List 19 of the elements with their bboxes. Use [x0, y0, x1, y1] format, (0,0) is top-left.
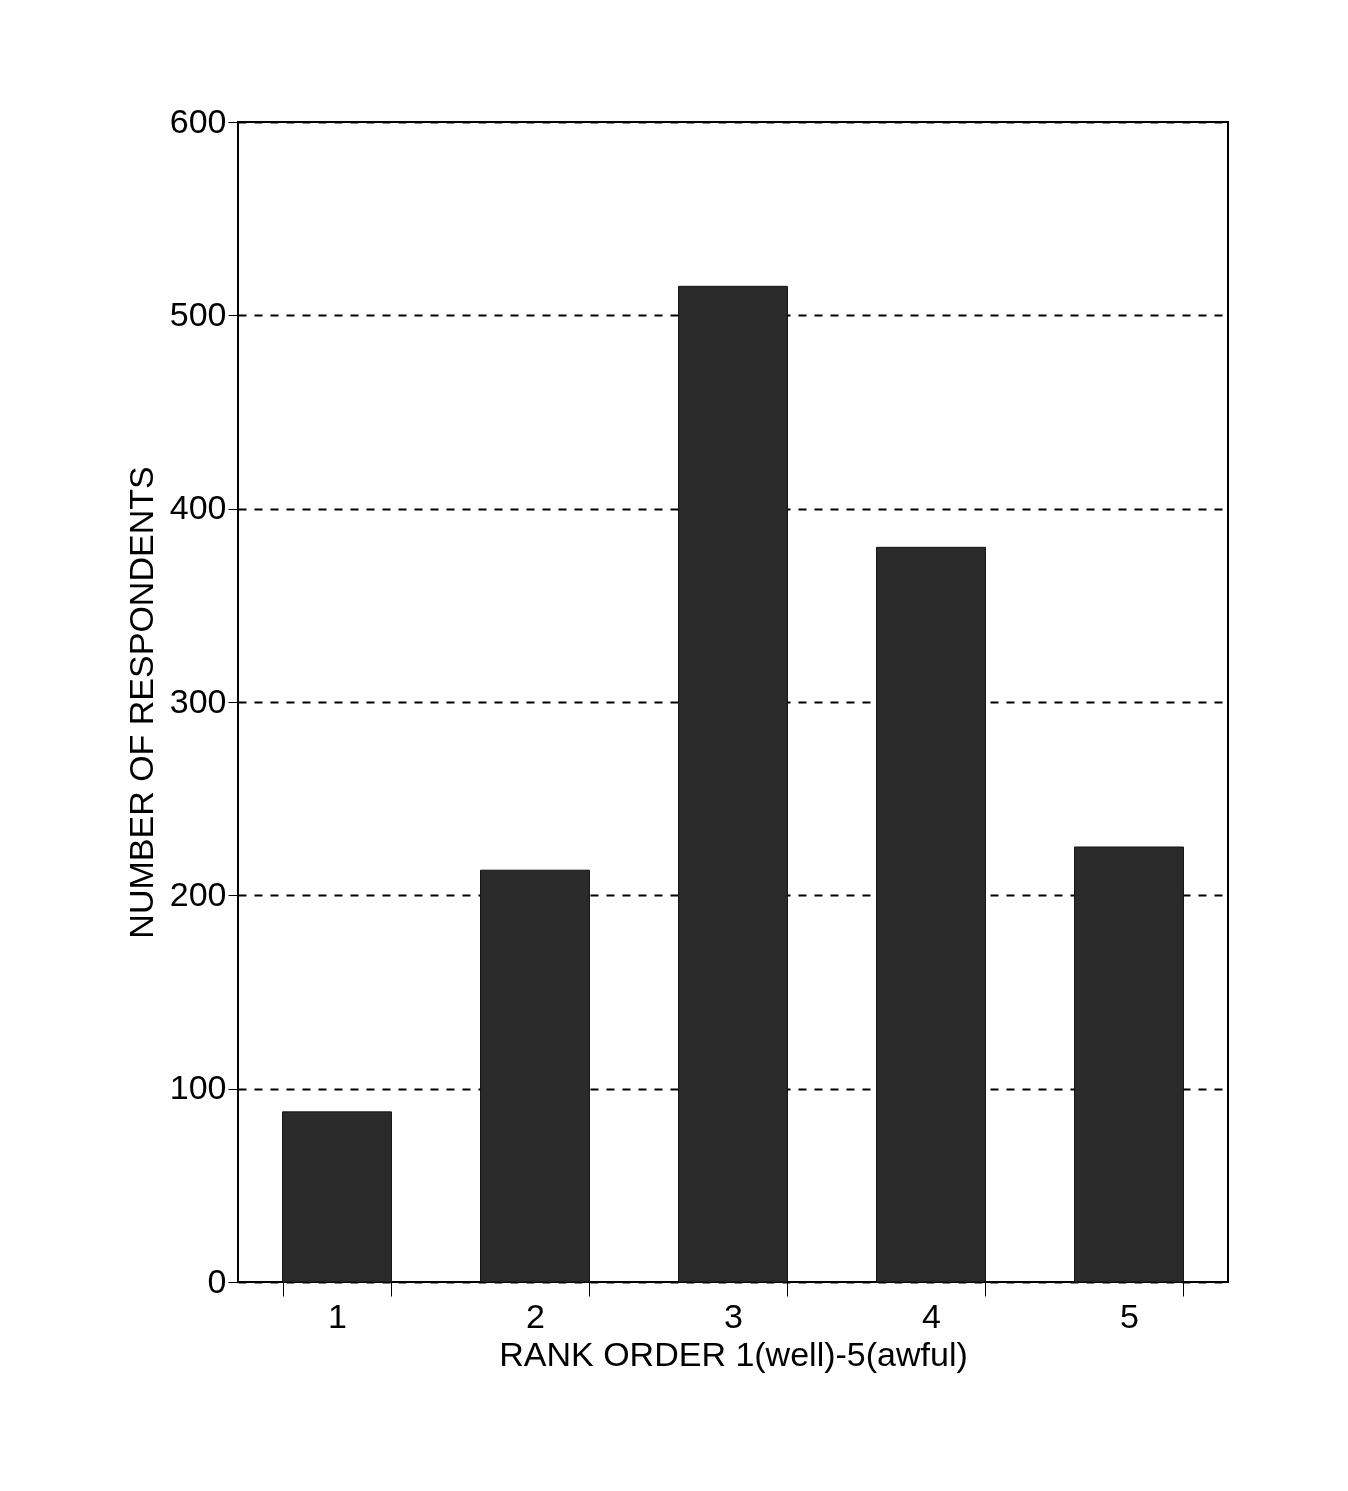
- y-tick-label: 100: [169, 1068, 227, 1107]
- y-tick-label: 200: [169, 874, 227, 913]
- bar: [282, 1111, 392, 1283]
- bar: [876, 546, 986, 1283]
- y-tick-label: 0: [207, 1261, 227, 1300]
- bar: [678, 285, 788, 1283]
- y-tick-label: 400: [169, 488, 227, 527]
- x-tick-label: 3: [724, 1296, 743, 1335]
- x-tick-label: 4: [922, 1296, 941, 1335]
- x-axis-title: RANK ORDER 1(well)-5(awful): [499, 1334, 968, 1373]
- y-tick-label: 300: [169, 681, 227, 720]
- bar: [1074, 846, 1184, 1283]
- x-tick-label: 2: [526, 1296, 545, 1335]
- y-tick-label: 500: [169, 294, 227, 333]
- x-tick-label: 1: [328, 1296, 347, 1335]
- y-tick-label: 600: [169, 101, 227, 140]
- bar: [480, 869, 590, 1283]
- x-tick-label: 5: [1120, 1296, 1139, 1335]
- y-axis-title: NUMBER OF RESPONDENTS: [121, 466, 160, 939]
